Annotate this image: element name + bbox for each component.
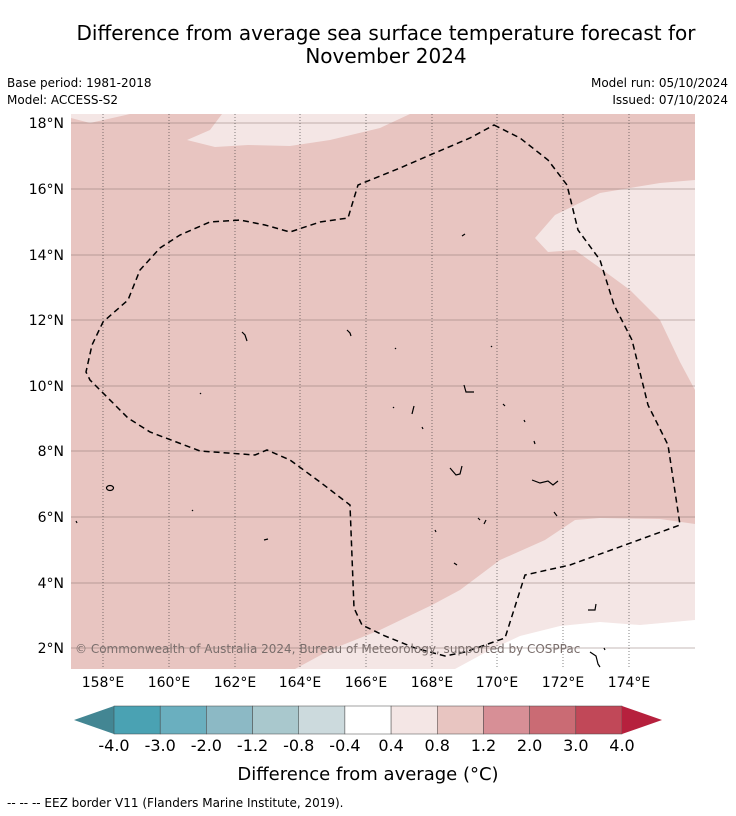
copyright-notice: © Commonwealth of Australia 2024, Bureau… [75,642,580,656]
colorbar-tick-label: -3.0 [145,736,176,755]
meta-left: Base period: 1981-2018 Model: ACCESS-S2 [7,75,152,109]
colorbar-tick-label: 2.0 [517,736,542,755]
colorbar-cells [113,705,623,735]
colorbar-cell [206,705,253,735]
eez-border [85,124,681,657]
colorbar-cell [575,705,623,735]
colorbar-cell [344,705,392,735]
lat-label: 2°N [38,641,64,657]
lat-label: 12°N [29,313,64,329]
colorbar: -4.0 -3.0 -2.0 -1.2 -0.8 -0.4 0.4 0.8 1.2 2.0 3.0 4… [74,705,662,785]
colorbar-cell [529,705,577,735]
colorbar-extend-high [622,706,662,734]
lat-axis: 18°N 16°N 14°N 12°N 10°N 8°N 6°N 4°N 2°N [29,116,64,657]
anomaly-region-north-light [187,114,410,147]
islands [75,233,606,668]
title-line-2: November 2024 [305,44,467,68]
colorbar-cell [483,705,530,735]
colorbar-tick-label: -1.2 [237,736,268,755]
lat-label: 6°N [38,510,64,526]
lon-label: 166°E [345,675,388,691]
lat-label: 10°N [29,379,64,395]
meta-right: Model run: 05/10/2024 Issued: 07/10/2024 [591,75,728,109]
lat-label: 8°N [38,444,64,460]
colorbar-tick-label: -4.0 [98,736,129,755]
colorbar-cell [159,705,207,735]
anomaly-region-north-west-light [71,114,130,123]
title-line-1: Difference from average sea surface temp… [76,21,696,45]
map-panel: © Commonwealth of Australia 2024, Bureau… [71,114,695,669]
lon-label: 158°E [82,675,125,691]
colorbar-tick-label: -0.8 [283,736,314,755]
colorbar-tick-label: 0.8 [425,736,450,755]
base-period: Base period: 1981-2018 [7,76,152,90]
gridlines [71,122,695,649]
lon-axis: 158°E 160°E 162°E 164°E 166°E 168°E 170°… [82,675,651,691]
model-run: Model run: 05/10/2024 [590,76,728,90]
colorbar-tick-label: -0.4 [329,736,360,755]
colorbar-cell [437,705,484,735]
colorbar-cell [252,705,299,735]
colorbar-labels: -4.0 -3.0 -2.0 -1.2 -0.8 -0.4 0.4 0.8 1.2 2.0 3.0 4… [98,736,634,755]
colorbar-tick-label: -2.0 [191,736,222,755]
chart-title: Difference from average sea surface temp… [30,22,736,68]
anomaly-region-east-light [535,180,695,390]
model-name: Model: ACCESS-S2 [7,93,119,107]
lon-label: 172°E [542,675,585,691]
lon-label: 164°E [279,675,322,691]
colorbar-tick-label: 3.0 [563,736,588,755]
colorbar-tick-label: 4.0 [609,736,634,755]
colorbar-tick-label: 0.4 [378,736,403,755]
issued-date: Issued: 07/10/2024 [612,93,728,107]
lat-label: 16°N [29,182,64,198]
lon-label: 168°E [411,675,454,691]
lon-label: 160°E [148,675,191,691]
eez-footnote: -- -- -- EEZ border V11 (Flanders Marine… [7,796,344,810]
lon-label: 174°E [608,675,651,691]
colorbar-title: Difference from average (°C) [237,764,498,785]
anomaly-region-neutral [455,620,695,669]
lat-label: 4°N [38,576,64,592]
colorbar-cell [298,705,346,735]
colorbar-cell [113,705,161,735]
colorbar-cell [390,705,438,735]
lat-label: 18°N [29,116,64,132]
lon-label: 170°E [476,675,519,691]
colorbar-tick-label: 1.2 [471,736,496,755]
lon-label: 162°E [214,675,257,691]
lat-label: 14°N [29,248,64,264]
colorbar-extend-low [74,706,114,734]
